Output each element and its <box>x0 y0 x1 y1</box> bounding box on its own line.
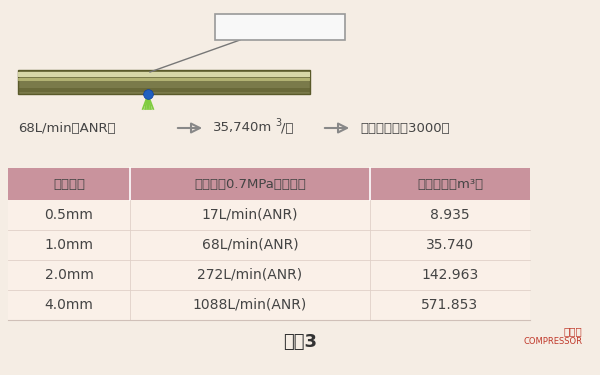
Text: 68L/min(ANR): 68L/min(ANR) <box>202 238 298 252</box>
Bar <box>18 88 310 92</box>
Text: 0.5mm: 0.5mm <box>44 208 94 222</box>
Text: 1088L/min(ANR): 1088L/min(ANR) <box>193 298 307 312</box>
Text: 2.0mm: 2.0mm <box>44 268 94 282</box>
Bar <box>8 260 530 290</box>
Bar <box>18 72 310 77</box>
Text: 68L/min（ANR）: 68L/min（ANR） <box>18 122 116 135</box>
Text: 年泄露量（m³）: 年泄露量（m³） <box>417 177 483 190</box>
Text: 35.740: 35.740 <box>426 238 474 252</box>
Text: 142.963: 142.963 <box>421 268 479 282</box>
Bar <box>18 70 310 94</box>
Text: 压缩机: 压缩机 <box>563 326 582 336</box>
Text: 3: 3 <box>275 118 281 128</box>
Bar <box>8 200 530 230</box>
Text: 4.0mm: 4.0mm <box>44 298 94 312</box>
Text: 直径1mm: 直径1mm <box>251 20 309 34</box>
Text: 571.853: 571.853 <box>421 298 479 312</box>
Text: 272L/min(ANR): 272L/min(ANR) <box>197 268 302 282</box>
Text: 泄露量（0.7MPa压力下）: 泄露量（0.7MPa压力下） <box>194 177 306 190</box>
Text: 17L/min(ANR): 17L/min(ANR) <box>202 208 298 222</box>
Text: 泄露孔径: 泄露孔径 <box>53 177 85 190</box>
Bar <box>18 78 310 81</box>
Text: 35,740m: 35,740m <box>213 122 272 135</box>
Text: 图表3: 图表3 <box>283 333 317 351</box>
Bar <box>8 230 530 260</box>
Text: 1.0mm: 1.0mm <box>44 238 94 252</box>
Text: 8.935: 8.935 <box>430 208 470 222</box>
Bar <box>8 290 530 320</box>
Text: COMPRESSOR: COMPRESSOR <box>523 337 582 346</box>
Bar <box>8 168 530 200</box>
FancyBboxPatch shape <box>215 14 345 40</box>
Text: /年: /年 <box>281 122 293 135</box>
Text: 保守估计超过3000元: 保守估计超过3000元 <box>360 122 449 135</box>
